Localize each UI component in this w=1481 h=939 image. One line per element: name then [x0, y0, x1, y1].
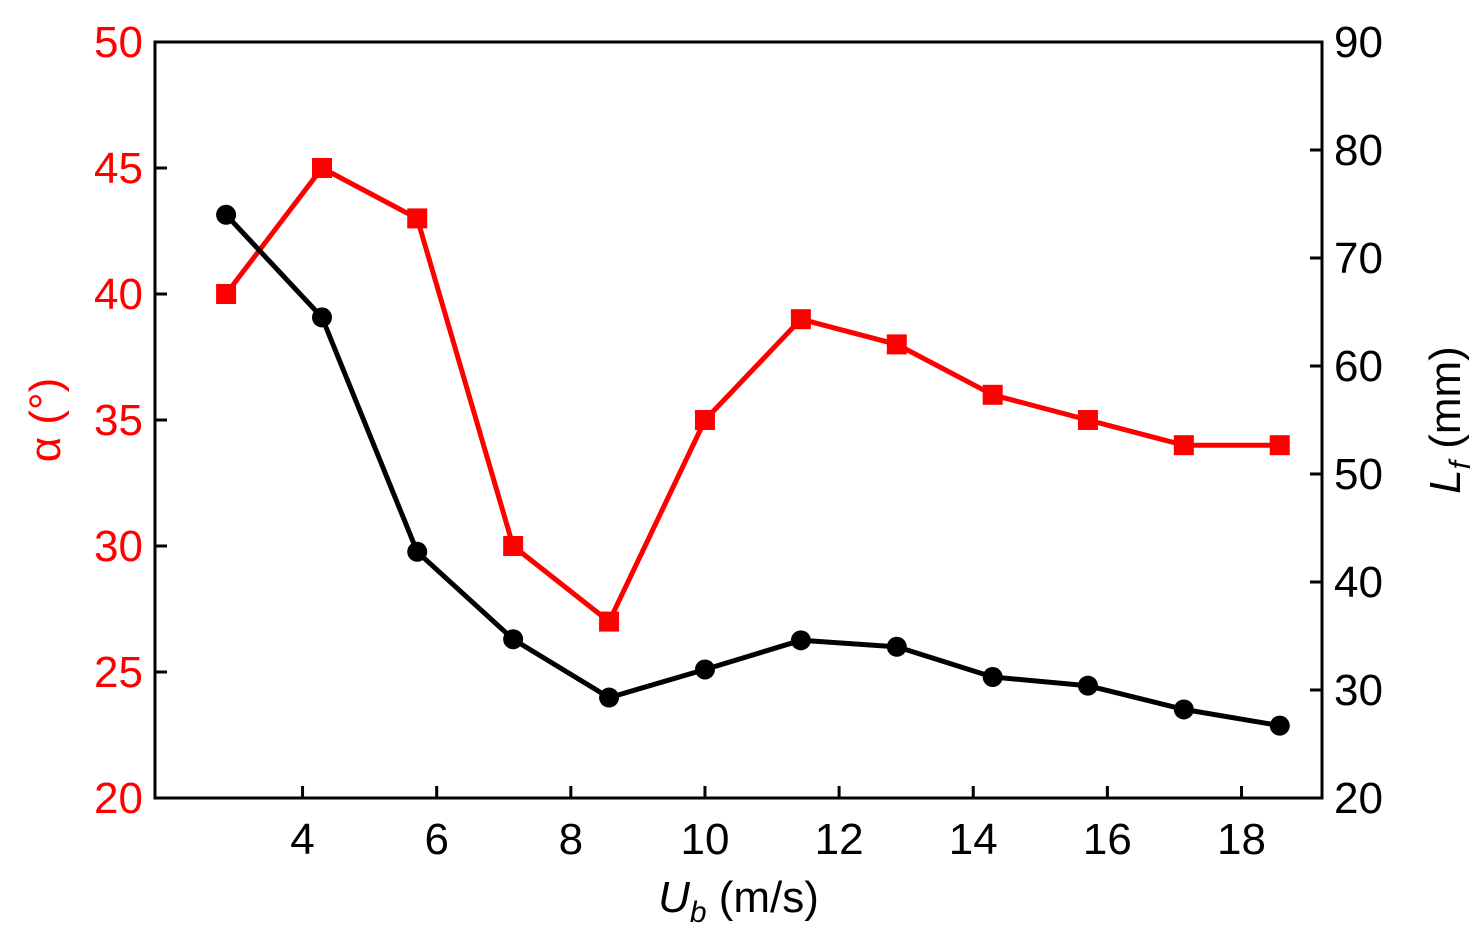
right-y-tick-label: 60: [1334, 342, 1383, 391]
x-axis-title-unit: (m/s): [707, 873, 819, 922]
left-y-tick-label: 40: [94, 270, 143, 319]
x-tick-label: 4: [290, 815, 314, 864]
lf-data-point: [1173, 699, 1194, 720]
right-y-tick-label: 80: [1334, 126, 1383, 175]
alpha-data-point: [982, 384, 1003, 405]
left-y-tick-label: 50: [94, 18, 143, 67]
lf-data-point: [407, 541, 428, 562]
x-tick-label: 14: [949, 815, 998, 864]
series-markers: [216, 158, 1290, 736]
lf-data-point: [886, 636, 907, 657]
x-axis-title-symbol: U: [658, 873, 690, 922]
right-y-axis-title: Lf (mm): [1421, 346, 1477, 494]
plot-frame: [153, 40, 1324, 800]
right-y-tick-label: 50: [1334, 450, 1383, 499]
alpha-data-point: [216, 284, 237, 304]
right-y-tick-label: 70: [1334, 234, 1383, 283]
left-y-tick-label: 45: [94, 144, 143, 193]
x-tick-label: 12: [815, 815, 864, 864]
right-y-axis-title-symbol: L: [1421, 469, 1470, 493]
right-y-tick-label: 20: [1334, 774, 1383, 823]
alpha-data-point: [1269, 435, 1290, 456]
x-tick-label: 8: [559, 815, 583, 864]
left-y-axis-title: α (°): [21, 378, 70, 463]
alpha-data-point: [694, 410, 715, 430]
right-y-axis-title-subscript: f: [1444, 458, 1477, 469]
left-y-tick-label: 30: [94, 522, 143, 571]
right-y-axis-title-unit: (mm): [1421, 346, 1470, 461]
x-tick-label: 18: [1217, 815, 1266, 864]
lf-data-point: [790, 630, 811, 651]
alpha-data-point: [790, 309, 811, 330]
alpha-data-point: [886, 334, 907, 355]
x-axis-title: Ub (m/s): [658, 873, 819, 929]
alpha-data-point: [407, 208, 428, 229]
lf-data-point: [216, 204, 237, 225]
right-y-tick-label: 90: [1334, 18, 1383, 67]
x-tick-label: 10: [680, 815, 729, 864]
x-tick-label: 6: [424, 815, 448, 864]
right-y-tick-label: 40: [1334, 558, 1383, 607]
lf-data-point: [982, 667, 1003, 688]
lf-data-point: [503, 629, 524, 650]
left-y-tick-label: 25: [94, 648, 143, 697]
lf-data-point: [694, 659, 715, 680]
ticks-layer: 4 6 8 10 12 14 16 18 20 25 30 35 40 45 50 20 30 40 50 60 70 8…: [94, 18, 1383, 864]
lf-data-point: [599, 687, 620, 708]
x-axis-title-subscript: b: [690, 896, 707, 929]
lf-data-point: [1269, 715, 1290, 736]
alpha-series-line: [224, 165, 1280, 625]
alpha-data-point: [1173, 435, 1194, 456]
lf-series-line: [224, 213, 1281, 729]
lf-data-point: [312, 307, 333, 328]
alpha-data-point: [312, 158, 333, 178]
alpha-data-point: [599, 611, 620, 632]
alpha-data-point: [1077, 410, 1098, 430]
series-lines: [224, 165, 1281, 729]
left-y-tick-label: 35: [94, 396, 143, 445]
left-y-tick-label: 20: [94, 774, 143, 823]
right-y-tick-label: 30: [1334, 666, 1383, 715]
x-tick-label: 16: [1083, 815, 1132, 864]
alpha-data-point: [503, 536, 524, 556]
lf-data-point: [1077, 675, 1098, 696]
